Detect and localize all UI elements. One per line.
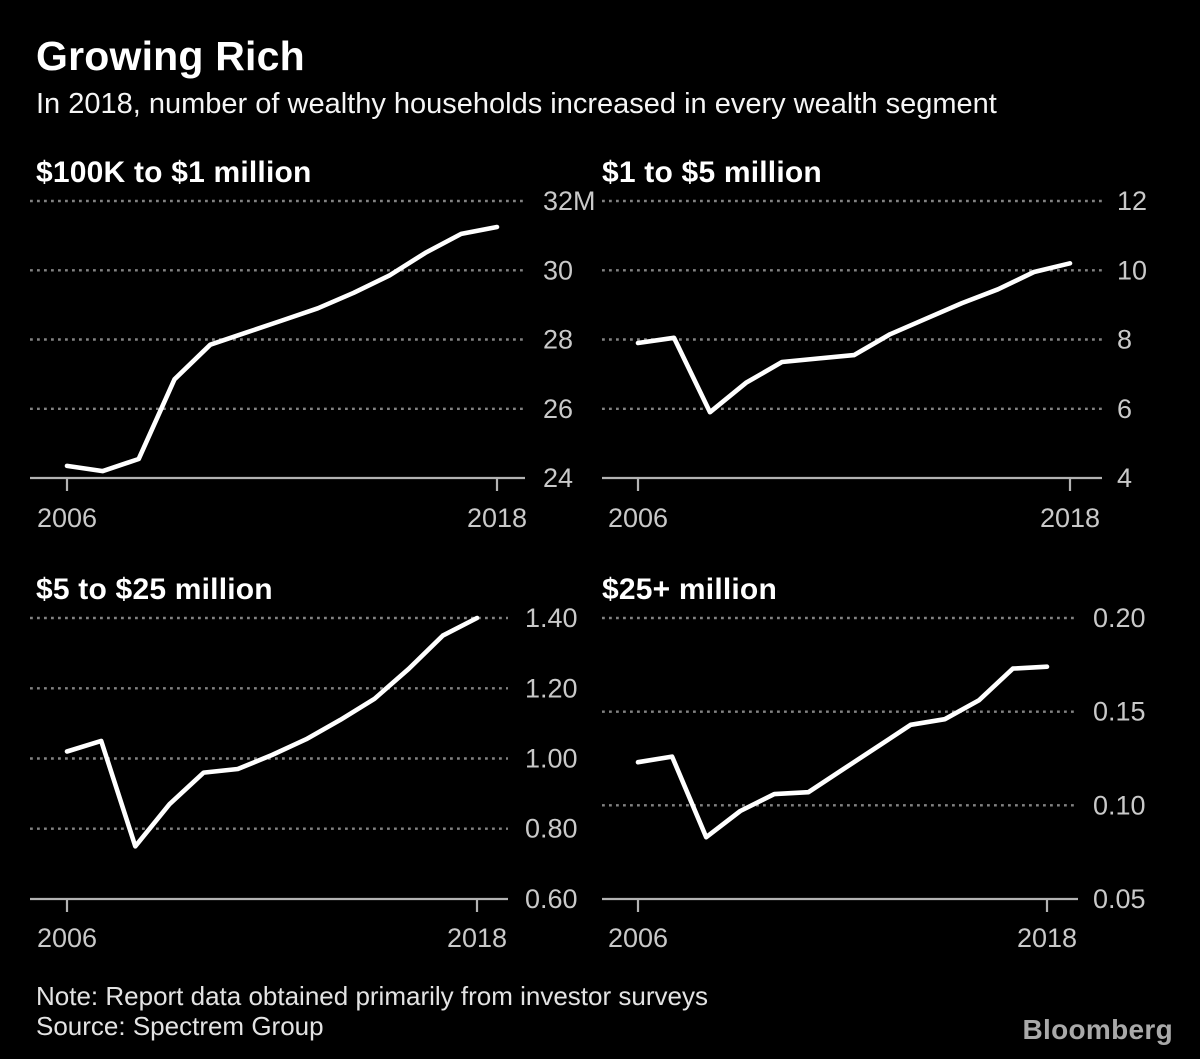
y-axis-label: 28 <box>543 325 573 355</box>
y-axis-label: 32M <box>543 190 596 216</box>
y-axis-label: 1.00 <box>525 744 578 774</box>
y-axis-label: 24 <box>543 463 573 493</box>
line-chart-5-to-25m: 0.60 0.80 1.00 1.20 1.40 2006 2018 <box>30 606 578 953</box>
y-axis-label: 0.20 <box>1093 606 1146 633</box>
footer-source: Source: Spectrem Group <box>36 1011 324 1041</box>
x-axis-label: 2006 <box>37 503 97 533</box>
series-line <box>64 615 480 849</box>
line-chart-25m-plus: 0.05 0.10 0.15 0.20 2006 2018 <box>602 606 1146 953</box>
panel-title-5-to-25m: $5 to $25 million <box>36 573 273 606</box>
footer-note: Note: Report data obtained primarily fro… <box>36 981 708 1011</box>
y-axis-label: 0.60 <box>525 884 578 914</box>
x-axis-label: 2018 <box>467 503 527 533</box>
panel-title-25m-plus: $25+ million <box>602 573 777 606</box>
bloomberg-logo: Bloomberg <box>1022 1014 1173 1045</box>
y-axis-label: 30 <box>543 255 573 285</box>
y-axis-label: 0.15 <box>1093 697 1146 727</box>
panel-title-1-to-5m: $1 to $5 million <box>602 156 822 189</box>
chart-title: Growing Rich <box>36 33 305 79</box>
y-axis-label: 6 <box>1117 394 1132 424</box>
series-line <box>635 664 1050 840</box>
y-axis-label: 12 <box>1117 190 1147 216</box>
x-axis-label: 2006 <box>37 923 97 953</box>
y-axis-label: 0.05 <box>1093 884 1146 914</box>
y-axis-label: 0.10 <box>1093 790 1146 820</box>
x-axis-label: 2018 <box>1040 503 1100 533</box>
y-axis-label: 10 <box>1117 255 1147 285</box>
series-line <box>635 261 1073 415</box>
series-line <box>64 224 500 474</box>
panel-title-100k-to-1m: $100K to $1 million <box>36 156 312 189</box>
x-axis-label: 2006 <box>608 503 668 533</box>
y-axis-label: 1.40 <box>525 606 578 633</box>
y-axis-label: 8 <box>1117 325 1132 355</box>
x-axis-label: 2018 <box>447 923 507 953</box>
x-axis-label: 2006 <box>608 923 668 953</box>
y-axis-label: 0.80 <box>525 814 578 844</box>
chart-subtitle: In 2018, number of wealthy households in… <box>36 88 997 120</box>
y-axis-label: 26 <box>543 394 573 424</box>
x-axis-label: 2018 <box>1017 923 1077 953</box>
line-chart-100k-to-1m: 24 26 28 30 32M 2006 2018 <box>30 190 596 533</box>
y-axis-label: 4 <box>1117 463 1132 493</box>
y-axis-label: 1.20 <box>525 673 578 703</box>
line-chart-1-to-5m: 4 6 8 10 12 2006 2018 <box>602 190 1147 533</box>
